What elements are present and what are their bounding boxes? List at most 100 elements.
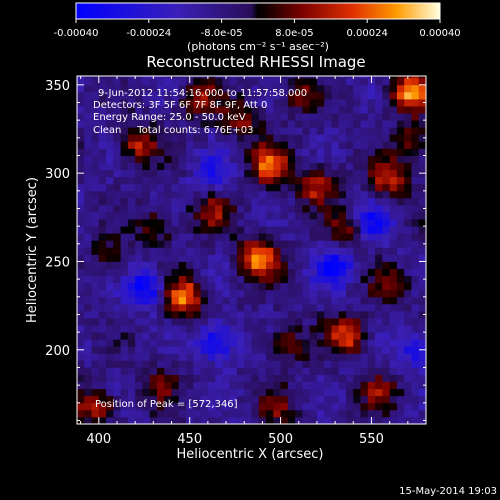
heatmap-cell bbox=[171, 374, 180, 383]
heatmap-cell bbox=[106, 332, 114, 340]
heatmap-cell bbox=[207, 212, 216, 220]
heatmap-cell bbox=[346, 318, 354, 326]
heatmap-cell bbox=[113, 120, 122, 128]
heatmap-cell bbox=[207, 113, 216, 121]
heatmap-cell bbox=[258, 367, 267, 375]
heatmap-cell bbox=[106, 197, 114, 206]
heatmap-cell bbox=[389, 169, 398, 178]
heatmap-cell bbox=[244, 106, 252, 114]
heatmap-cell bbox=[266, 226, 274, 234]
heatmap-cell bbox=[106, 402, 114, 411]
heatmap-cell bbox=[229, 204, 238, 213]
heatmap-cell bbox=[149, 416, 158, 424]
heatmap-cell bbox=[331, 303, 340, 312]
heatmap-cell bbox=[120, 134, 129, 142]
heatmap-cell bbox=[273, 127, 281, 135]
heatmap-cell bbox=[273, 148, 281, 156]
heatmap-cell bbox=[186, 261, 194, 269]
heatmap-cell bbox=[287, 77, 296, 86]
heatmap-cell bbox=[244, 77, 252, 86]
x-tick-label: 450 bbox=[177, 432, 202, 447]
heatmap-cell bbox=[215, 346, 223, 354]
heatmap-cell bbox=[200, 226, 209, 234]
heatmap-cell bbox=[375, 226, 383, 234]
heatmap-cell bbox=[396, 409, 405, 418]
heatmap-cell bbox=[367, 374, 376, 383]
heatmap-cell bbox=[404, 367, 412, 375]
heatmap-cell bbox=[215, 134, 223, 142]
heatmap-cell bbox=[229, 183, 238, 192]
heatmap-cell bbox=[346, 353, 354, 361]
heatmap-cell bbox=[302, 325, 311, 333]
heatmap-cell bbox=[84, 106, 92, 114]
heatmap-cell bbox=[273, 204, 281, 213]
heatmap-cell bbox=[91, 155, 100, 163]
heatmap-cell bbox=[338, 141, 347, 149]
heatmap-cell bbox=[178, 219, 187, 227]
heatmap-cell bbox=[396, 381, 405, 390]
heatmap-cell bbox=[135, 254, 143, 262]
heatmap-cell bbox=[389, 76, 398, 79]
heatmap-cell bbox=[164, 91, 172, 100]
heatmap-cell bbox=[244, 113, 252, 121]
heatmap-cell bbox=[164, 353, 172, 361]
heatmap-cell bbox=[135, 148, 143, 156]
heatmap-cell bbox=[215, 395, 223, 404]
heatmap-cell bbox=[324, 176, 332, 185]
heatmap-cell bbox=[142, 296, 151, 305]
heatmap-cell bbox=[375, 77, 383, 86]
heatmap-cell bbox=[375, 402, 383, 411]
heatmap-cell bbox=[135, 360, 143, 368]
heatmap-cell bbox=[127, 318, 136, 326]
heatmap-cell bbox=[229, 374, 238, 383]
heatmap-cell bbox=[360, 254, 369, 262]
heatmap-cell bbox=[207, 84, 216, 93]
heatmap-cell bbox=[178, 303, 187, 312]
heatmap-cell bbox=[164, 226, 172, 234]
heatmap-cell bbox=[222, 289, 231, 298]
heatmap-cell bbox=[258, 268, 267, 277]
heatmap-cell bbox=[316, 339, 325, 347]
heatmap-cell bbox=[404, 197, 412, 206]
heatmap-cell bbox=[389, 416, 398, 424]
heatmap-cell bbox=[295, 261, 303, 269]
heatmap-cell bbox=[207, 332, 216, 340]
heatmap-cell bbox=[266, 318, 274, 326]
colorbar-tick-label: 8.0e-05 bbox=[275, 28, 313, 39]
heatmap-cell bbox=[171, 155, 180, 163]
colorbar bbox=[75, 2, 441, 20]
heatmap-cell bbox=[207, 190, 216, 199]
heatmap-cell bbox=[207, 169, 216, 178]
heatmap-cell bbox=[215, 190, 223, 199]
heatmap-cell bbox=[98, 353, 107, 361]
heatmap-cell bbox=[222, 240, 231, 248]
heatmap-cell bbox=[113, 374, 122, 383]
heatmap-cell bbox=[156, 77, 165, 86]
heatmap-cell bbox=[316, 169, 325, 178]
heatmap-cell bbox=[353, 120, 361, 128]
heatmap-cell bbox=[178, 120, 187, 128]
heatmap-cell bbox=[302, 98, 311, 107]
heatmap-cell bbox=[149, 332, 158, 340]
heatmap-cell bbox=[258, 388, 267, 397]
heatmap-cell bbox=[200, 148, 209, 156]
heatmap-cell bbox=[287, 395, 296, 404]
heatmap-cell bbox=[178, 416, 187, 424]
heatmap-cell bbox=[186, 212, 194, 220]
heatmap-cell bbox=[396, 212, 405, 220]
heatmap-cell bbox=[338, 76, 347, 79]
heatmap-cell bbox=[338, 106, 347, 114]
heatmap-cell bbox=[273, 367, 281, 375]
heatmap-cell bbox=[295, 120, 303, 128]
heatmap-cell bbox=[236, 176, 245, 185]
heatmap-cell bbox=[382, 339, 391, 347]
heatmap-cell bbox=[222, 303, 231, 312]
heatmap-cell bbox=[331, 360, 340, 368]
heatmap-cell bbox=[331, 325, 340, 333]
heatmap-cell bbox=[178, 212, 187, 220]
heatmap-cell bbox=[127, 388, 136, 397]
heatmap-cell bbox=[171, 360, 180, 368]
heatmap-cell bbox=[287, 416, 296, 424]
heatmap-cell bbox=[375, 261, 383, 269]
heatmap-cell bbox=[280, 176, 289, 185]
